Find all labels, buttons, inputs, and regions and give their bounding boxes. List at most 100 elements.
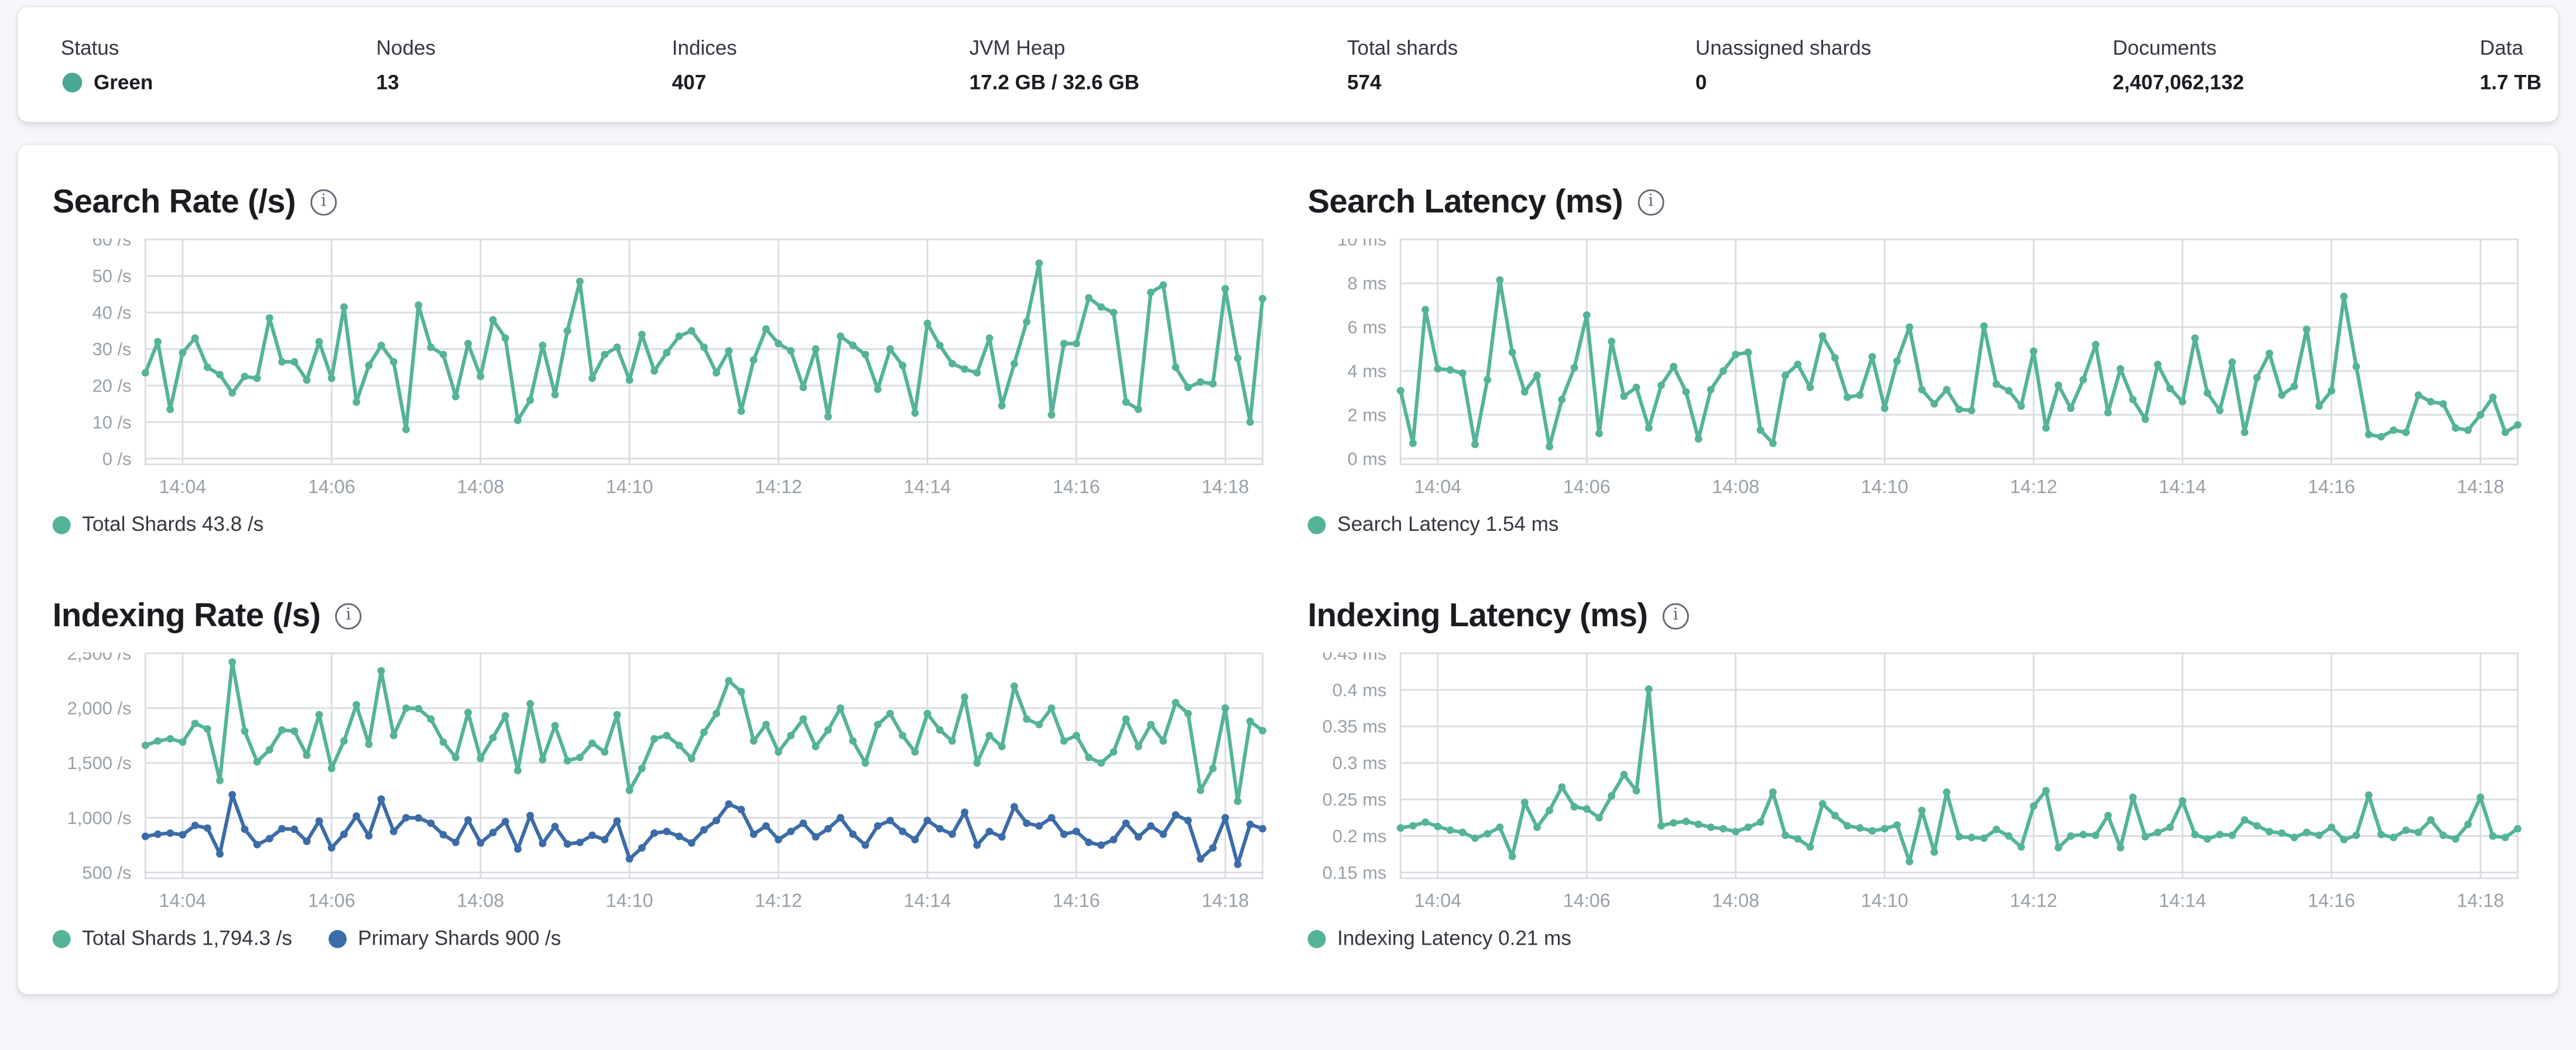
info-icon[interactable]: i xyxy=(335,603,362,630)
chart-legend: Total Shards 1,794.3 /s Primary Shards 90… xyxy=(52,925,1269,952)
search-latency-chart[interactable]: 0 ms 2 ms 4 ms 6 ms 8 ms 10 ms 14:04 14:06 14:08… xyxy=(1308,229,2524,502)
x-axis-label: 14:16 xyxy=(2308,890,2355,911)
x-axis-label: 14:06 xyxy=(308,890,355,911)
legend-item-label: Primary Shards 900 /s xyxy=(358,926,561,949)
y-axis-label: 0.35 ms xyxy=(1323,716,1387,737)
y-axis-label: 30 /s xyxy=(93,339,132,359)
stat-value: 13 xyxy=(376,70,399,94)
x-axis-label: 14:12 xyxy=(755,890,802,911)
chart-legend: Indexing Latency 0.21 ms xyxy=(1307,925,2524,952)
x-axis-label: 14:16 xyxy=(1053,890,1100,911)
stat-documents: Documents 2,407,062,132 xyxy=(2113,36,2465,93)
search-rate-chart[interactable]: 0 /s 10 /s 20 /s 30 /s 40 /s 50 /s 60 /s 14:04 1… xyxy=(53,229,1269,502)
chart-svg: 0 ms 2 ms 4 ms 6 ms 8 ms 10 ms 14:04 14:06 14:08… xyxy=(1337,229,2522,497)
legend-dot-icon xyxy=(52,515,71,534)
x-axis-label: 14:12 xyxy=(755,476,802,497)
y-axis-label: 0.15 ms xyxy=(1323,862,1387,883)
cluster-overview-panel: Status Green Nodes 13 Indices 407 JVM He… xyxy=(18,7,2558,122)
x-axis-label: 14:12 xyxy=(2010,476,2057,497)
x-axis-label: 14:10 xyxy=(1861,476,1909,497)
stat-value: 0 xyxy=(1695,70,1707,94)
legend-item-label: Total Shards 43.8 /s xyxy=(82,512,264,536)
stat-label: JVM Heap xyxy=(969,36,1066,59)
charts-panel: Search Rate (/s) i 0 /s 10 /s 20 /s 30 /s 40… xyxy=(18,145,2558,994)
legend-item-label: Indexing Latency 0.21 ms xyxy=(1337,926,1571,949)
x-axis-label: 14:16 xyxy=(1053,476,1100,497)
stat-total-shards: Total shards 574 xyxy=(1347,36,1695,93)
indexing-rate-chart[interactable]: 500 /s 1,000 /s 1,500 /s 2,000 /s 2,500 /s 14… xyxy=(53,643,1269,915)
stat-unassigned-shards: Unassigned shards 0 xyxy=(1695,36,2113,93)
stat-value: 2,407,062,132 xyxy=(2112,70,2245,94)
y-axis-label: 0.45 ms xyxy=(1323,653,1387,664)
y-axis-label: 2 ms xyxy=(1347,404,1386,425)
legend-item[interactable]: Search Latency 1.54 ms xyxy=(1307,512,1559,537)
x-axis-label: 14:06 xyxy=(308,476,355,497)
x-axis-label: 14:18 xyxy=(2457,890,2504,911)
x-axis-label: 14:04 xyxy=(1414,890,1461,911)
x-axis-label: 14:14 xyxy=(904,476,951,497)
x-axis-label: 14:12 xyxy=(2010,890,2057,911)
stat-indices: Indices 407 xyxy=(672,36,970,93)
x-axis-label: 14:06 xyxy=(1563,476,1611,497)
y-axis-label: 0 ms xyxy=(1347,448,1386,469)
chart-indexing-latency: Indexing Latency (ms) i 0.15 ms 0.2 ms 0.2… xyxy=(1307,593,2524,952)
legend-item[interactable]: Primary Shards 900 /s xyxy=(328,926,561,951)
stat-value: 574 xyxy=(1347,70,1382,94)
stat-value: Green xyxy=(61,70,376,93)
x-axis-label: 14:14 xyxy=(2159,890,2207,911)
y-axis-label: 40 /s xyxy=(93,303,132,323)
indexing-latency-chart[interactable]: 0.15 ms 0.2 ms 0.25 ms 0.3 ms 0.35 ms 0.4 ms 0… xyxy=(1308,643,2524,915)
x-axis-label: 14:10 xyxy=(606,890,653,911)
y-axis-label: 10 ms xyxy=(1337,239,1386,250)
legend-dot-icon xyxy=(328,929,347,948)
chart-title: Search Rate (/s) xyxy=(52,184,296,221)
chart-indexing-rate: Indexing Rate (/s) i 500 /s 1,000 /s 1,500… xyxy=(52,593,1269,952)
stat-label: Documents xyxy=(2112,36,2217,59)
x-axis-label: 14:18 xyxy=(1202,476,1249,497)
y-axis-label: 4 ms xyxy=(1347,361,1386,381)
legend-dot-icon xyxy=(1307,929,1326,948)
stat-label: Data xyxy=(2479,36,2523,59)
legend-item[interactable]: Indexing Latency 0.21 ms xyxy=(1307,926,1571,951)
x-axis-label: 14:18 xyxy=(1202,890,1249,911)
chart-legend: Total Shards 43.8 /s xyxy=(52,511,1269,537)
legend-item-label: Search Latency 1.54 ms xyxy=(1337,512,1559,536)
x-axis-label: 14:16 xyxy=(2308,476,2355,497)
stat-status: Status Green xyxy=(61,36,376,93)
stat-label: Total shards xyxy=(1347,36,1458,59)
x-axis-label: 14:14 xyxy=(904,890,951,911)
chart-title: Indexing Rate (/s) xyxy=(52,598,321,634)
chart-title: Search Latency (ms) xyxy=(1307,184,1623,221)
y-axis-label: 0.4 ms xyxy=(1332,680,1387,700)
legend-item[interactable]: Total Shards 1,794.3 /s xyxy=(52,926,293,951)
stat-value: 407 xyxy=(672,70,707,94)
chart-svg: 500 /s 1,000 /s 1,500 /s 2,000 /s 2,500 /s 14… xyxy=(67,643,1266,911)
y-axis-label: 1,000 /s xyxy=(67,808,132,828)
info-icon[interactable]: i xyxy=(1638,189,1664,216)
y-axis-label: 6 ms xyxy=(1347,317,1386,338)
info-icon[interactable]: i xyxy=(1662,603,1689,630)
info-icon[interactable]: i xyxy=(310,189,337,216)
x-axis-label: 14:08 xyxy=(457,890,504,911)
chart-title: Indexing Latency (ms) xyxy=(1307,598,1648,634)
chart-svg: 0 /s 10 /s 20 /s 30 /s 40 /s 50 /s 60 /s 14:04 1… xyxy=(93,229,1266,497)
x-axis-label: 14:08 xyxy=(457,476,504,497)
chart-svg: 0.15 ms 0.2 ms 0.25 ms 0.3 ms 0.35 ms 0.4 ms 0… xyxy=(1323,643,2522,911)
status-green-dot-icon xyxy=(62,71,83,92)
stat-nodes: Nodes 13 xyxy=(376,36,672,93)
legend-item[interactable]: Total Shards 43.8 /s xyxy=(52,512,264,537)
status-value-text: Green xyxy=(93,70,153,94)
x-axis-label: 14:10 xyxy=(1861,890,1909,911)
legend-dot-icon xyxy=(1307,515,1326,534)
y-axis-label: 500 /s xyxy=(82,862,131,883)
x-axis-label: 14:04 xyxy=(1414,476,1461,497)
stat-label: Unassigned shards xyxy=(1695,36,1872,59)
y-axis-label: 0.2 ms xyxy=(1332,826,1387,846)
x-axis-label: 14:10 xyxy=(606,476,653,497)
x-axis-label: 14:08 xyxy=(1712,890,1759,911)
y-axis-label: 8 ms xyxy=(1347,273,1386,294)
y-axis-label: 2,500 /s xyxy=(67,653,132,664)
legend-item-label: Total Shards 1,794.3 /s xyxy=(82,926,293,949)
x-axis-label: 14:08 xyxy=(1712,476,1759,497)
y-axis-label: 0.25 ms xyxy=(1323,790,1387,810)
